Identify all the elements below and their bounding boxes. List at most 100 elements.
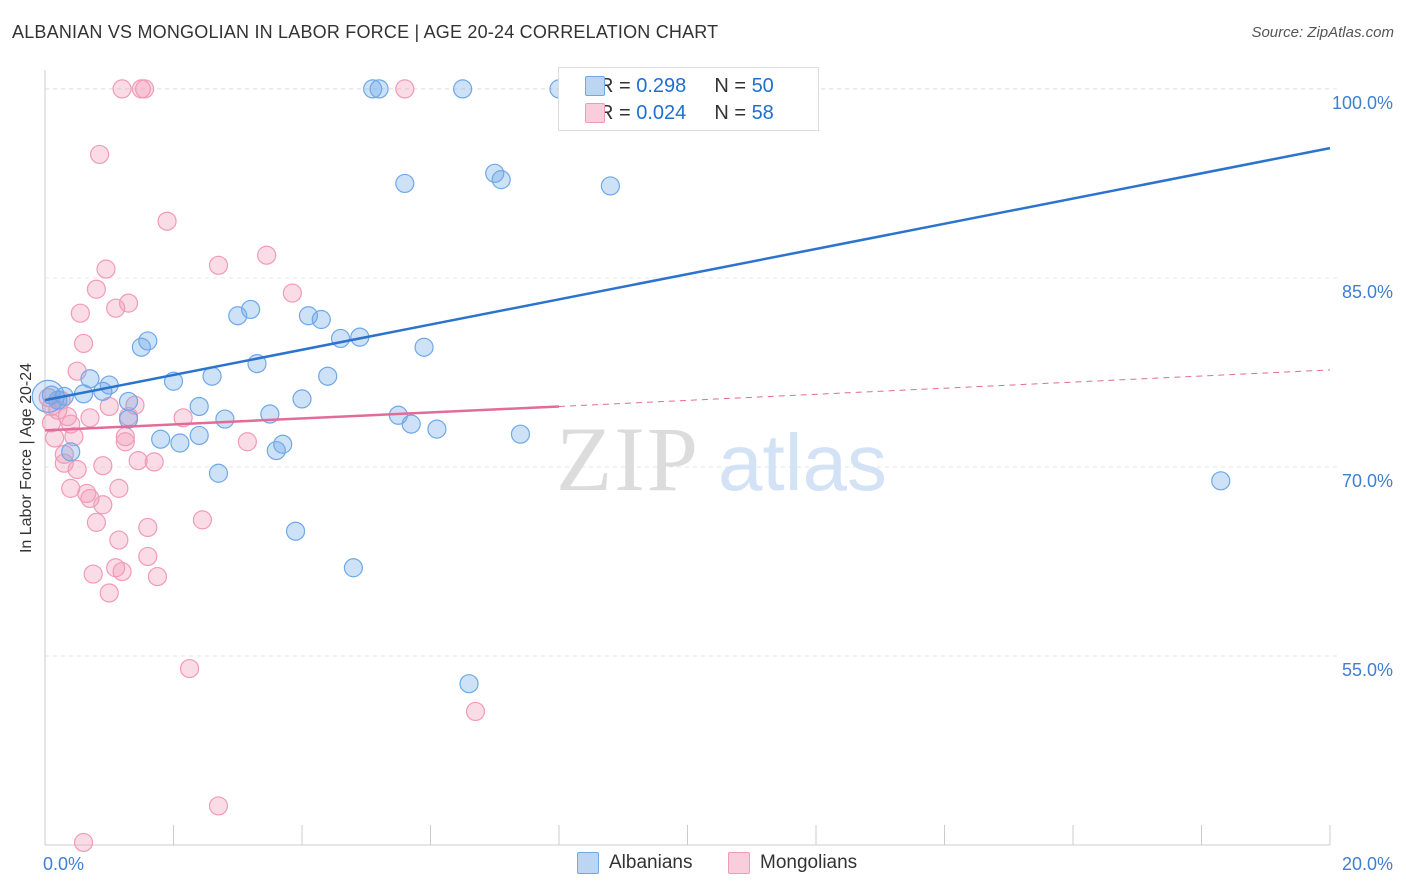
albanian-point [491,170,511,190]
albanian-point [459,674,479,694]
albanian-point [311,309,331,330]
bottom-swatch-albanians [577,852,599,874]
mongolian-trend-line [44,405,560,432]
axes [44,70,1331,846]
bottom-legend-albanians: Albanians [577,852,692,874]
mongolian-point [395,79,415,99]
legend-n-value: 58 [751,101,774,124]
watermark-zip: ZIP [556,408,700,510]
grid-lines [45,88,1340,657]
bottom-legend-mongolians: Mongolians [728,852,857,874]
mongolian-point [45,428,65,448]
albanian-point [61,442,81,462]
mongolian-points [38,79,486,853]
mongolian-point [465,701,486,722]
y-tick-label: 100.0% [1332,93,1393,113]
legend-row-albanians: R = 0.298 N = 50 [585,74,774,98]
albanian-point [453,79,473,99]
y-axis-label: In Labor Force | Age 20-24 [18,362,35,554]
mongolian-point [90,144,110,165]
albanian-point [401,414,421,434]
mongolian-point [192,510,213,530]
mongolian-point [73,832,94,853]
albanian-point [363,79,383,99]
mongolian-point [173,408,193,428]
mongolian-trend-extension [558,369,1331,407]
albanian-point [170,433,190,453]
mongolian-point [208,255,229,275]
albanian-trend-line [44,146,1331,402]
bottom-swatch-mongolians [728,852,750,874]
albanian-point [202,366,222,386]
mongolian-point [118,293,139,313]
mongolian-point [147,566,168,587]
albanian-point [93,381,113,401]
albanian-point [427,419,447,439]
albanian-point [369,79,389,99]
legend-n-value: 50 [751,74,774,97]
trend-lines [44,146,1331,432]
mongolian-point [96,259,116,279]
mongolian-point [86,512,107,532]
mongolian-point [282,283,302,303]
albanian-point [343,558,363,578]
mongolian-point [257,245,277,265]
mongolian-point [128,451,148,471]
albanian-point [138,331,158,351]
albanian-point [510,424,531,444]
mongolian-point [70,303,90,323]
y-tick-label: 85.0% [1342,282,1393,302]
albanian-point [395,173,415,194]
legend-swatch-albanians [585,76,605,96]
albanian-point [600,176,621,196]
mongolian-point [64,427,84,447]
mongolian-point [208,796,229,816]
y-tick-label: 70.0% [1342,471,1393,491]
mongolian-point [237,432,257,452]
albanian-point [292,389,312,409]
mongolian-point [112,79,132,99]
albanian-point [414,337,434,357]
albanian-point [1211,471,1231,491]
mongolian-point [134,79,155,99]
mongolian-point [93,456,113,476]
albanian-point [151,429,171,449]
watermark-atlas: atlas [718,418,887,507]
x-tick-label: 0.0% [43,854,84,874]
albanian-point [189,396,209,417]
mongolian-point [93,495,113,515]
mongolian-point [144,452,164,472]
x-tick-label: 20.0% [1342,854,1393,874]
legend-box: R = 0.298 N = 50 R = 0.024 N = 58 [558,67,819,131]
legend-n-label: N = [714,74,752,97]
albanian-point [298,306,319,326]
mongolian-point [73,333,94,354]
mongolian-point [138,546,158,567]
mongolian-point [109,478,129,498]
mongolian-point [61,478,81,498]
mongolian-point [99,583,119,603]
tick-labels: 100.0% 85.0% 70.0% 55.0% 0.0% 20.0% [43,93,1393,874]
mongolian-point [83,564,103,584]
albanian-point [118,391,139,412]
mongolian-point [67,459,87,480]
legend-r-value: 0.024 [636,101,687,124]
mongolian-point [157,211,177,231]
legend-r-value: 0.298 [636,74,687,97]
source-label: Source: ZipAtlas.com [1251,24,1394,41]
bottom-legend-label: Albanians [609,852,693,873]
mongolian-point [77,483,97,504]
albanian-point [285,521,306,541]
mongolian-point [86,279,107,299]
albanian-point [273,434,293,454]
y-tick-label: 55.0% [1342,660,1393,680]
albanian-points [31,79,1231,694]
mongolian-point [115,432,135,452]
albanian-point [189,425,209,446]
mongolian-point [138,517,158,538]
albanian-point [318,366,338,386]
mongolian-point [109,530,129,550]
mongolian-point [80,408,100,428]
legend-swatch-mongolians [585,103,605,123]
